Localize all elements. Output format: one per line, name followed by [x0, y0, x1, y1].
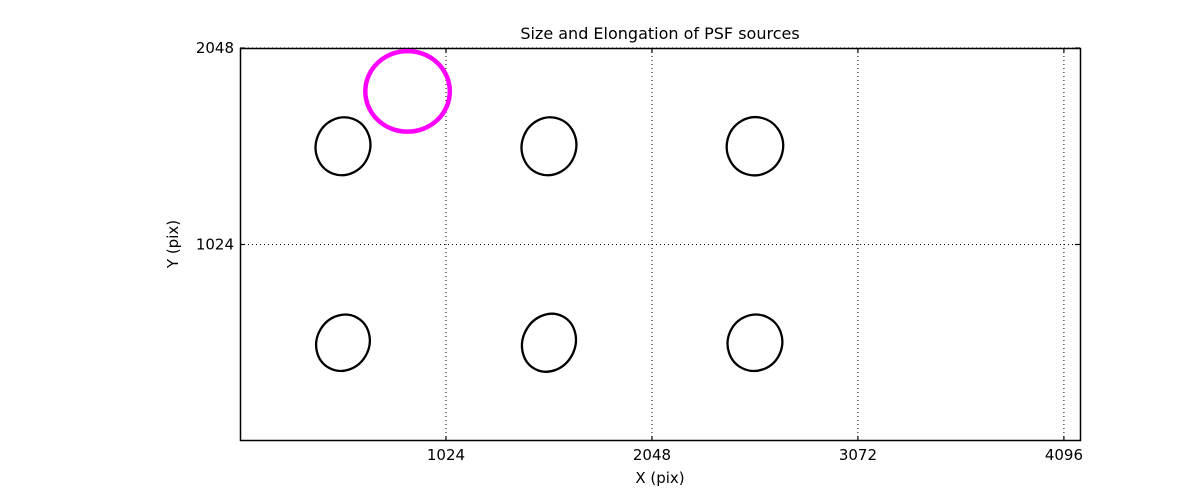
x-tick-label: 3072 [839, 446, 877, 464]
y-tick-label: 2048 [196, 39, 234, 57]
ellipse-layer [314, 48, 785, 373]
y-tick-label: 1024 [196, 236, 234, 254]
x-tick-label: 4096 [1045, 446, 1083, 464]
x-axis-label: X (pix) [635, 469, 684, 487]
psf-ellipse [726, 313, 784, 373]
x-tick-label: 2048 [633, 446, 671, 464]
psf-ellipse [725, 115, 785, 177]
psf-ellipse [520, 312, 578, 373]
psf-ellipse [314, 116, 372, 177]
x-tick-label: 1024 [427, 446, 465, 464]
grid-layer [240, 47, 1080, 441]
tick-layer [240, 47, 1080, 441]
psf-ellipse [520, 116, 578, 177]
highlight-ellipse [363, 48, 453, 134]
plot-title: Size and Elongation of PSF sources [520, 24, 799, 43]
psf-ellipse [315, 313, 371, 373]
tick-label-layer: 1024 2048 3072 4096 1024 2048 [196, 39, 1083, 464]
y-axis-label: Y (pix) [164, 220, 182, 269]
